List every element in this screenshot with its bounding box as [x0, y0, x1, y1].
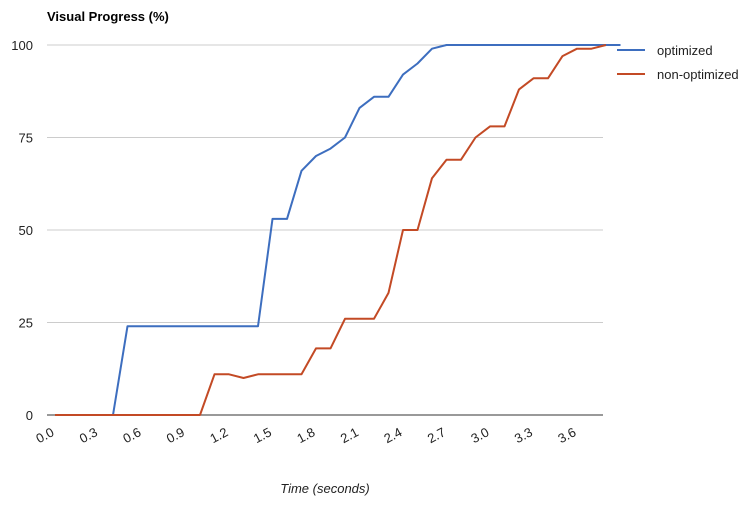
- x-tick-label: 2.1: [338, 424, 361, 446]
- x-axis-label: Time (seconds): [280, 481, 369, 496]
- x-tick-label: 3.0: [468, 424, 491, 446]
- legend: optimized non-optimized: [617, 43, 739, 82]
- y-tick-label: 50: [19, 223, 33, 238]
- x-tick-label: 2.4: [381, 424, 404, 446]
- x-tick-label: 0.0: [33, 424, 56, 446]
- x-tick-label: 0.9: [164, 424, 187, 446]
- x-tick-label: 1.2: [207, 424, 230, 446]
- y-tick-label: 25: [19, 316, 33, 331]
- x-tick-label: 0.6: [120, 424, 143, 446]
- series-line-optimized: [55, 44, 621, 416]
- x-tick-label: 1.8: [294, 424, 317, 446]
- grid-lines: [47, 44, 603, 323]
- x-tick-label: 2.7: [425, 424, 448, 446]
- legend-label-optimized: optimized: [657, 43, 713, 58]
- series-line-non-optimized: [55, 44, 607, 416]
- y-tick-label: 75: [19, 131, 33, 146]
- series-lines: [55, 44, 621, 416]
- y-tick-label: 0: [26, 408, 33, 423]
- x-tick-label: 1.5: [251, 424, 274, 446]
- y-axis-ticks: 0 25 50 75 100: [11, 38, 33, 423]
- legend-label-non-optimized: non-optimized: [657, 67, 739, 82]
- chart-title: Visual Progress (%): [47, 9, 169, 24]
- x-tick-label: 0.3: [77, 424, 100, 446]
- x-tick-label: 3.3: [512, 424, 535, 446]
- y-tick-label: 100: [11, 38, 33, 53]
- x-tick-label: 3.6: [555, 424, 578, 446]
- x-axis-ticks: 0.0 0.3 0.6 0.9 1.2 1.5 1.8 2.1 2.4 2.7 3.0 3.3 3.6: [33, 424, 578, 446]
